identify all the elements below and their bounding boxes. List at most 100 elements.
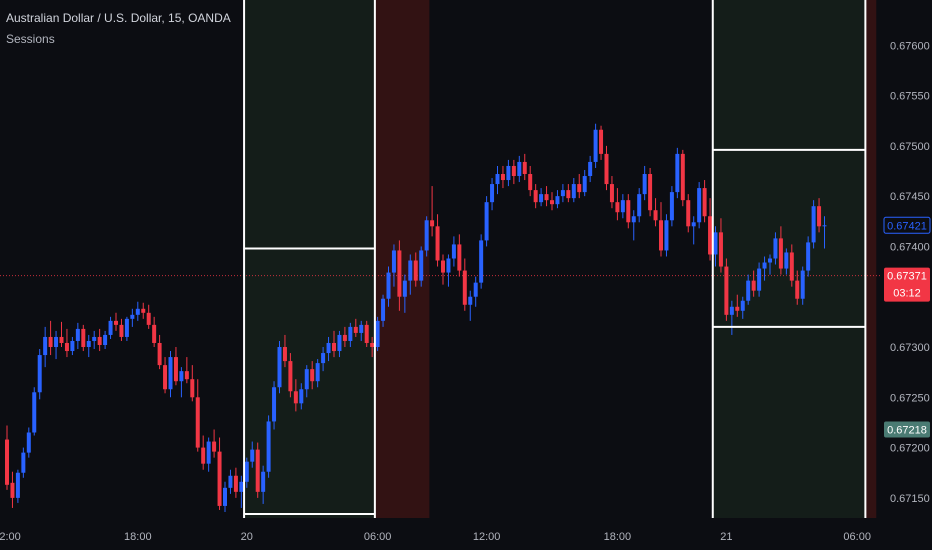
candle-body [386, 272, 391, 299]
candle-body [70, 340, 75, 352]
candle-body [152, 324, 157, 343]
candle-body [108, 320, 113, 335]
candle-body [577, 184, 582, 193]
y-tick-label: 0.67200 [890, 443, 930, 455]
candle-body [255, 449, 260, 492]
candle-body [184, 371, 189, 380]
x-tick-label: 06:00 [843, 531, 871, 543]
candle-body [326, 342, 331, 354]
candle-body [201, 447, 206, 464]
marker-price-label-bg [884, 421, 930, 438]
x-tick-label: 20 [241, 531, 253, 543]
candle-body [146, 312, 151, 325]
candle-body [773, 238, 778, 259]
candle-body [648, 174, 653, 211]
candle-body [272, 387, 277, 422]
y-tick-label: 0.67450 [890, 191, 930, 203]
candle-body [64, 342, 69, 352]
candle-body [54, 336, 59, 348]
marker-price-label-text: 0.67218 [887, 424, 927, 436]
candle-body [795, 280, 800, 299]
candle-body [620, 200, 625, 213]
candle-body [370, 342, 375, 348]
candle-body [430, 220, 435, 227]
candle-body [157, 342, 162, 366]
candle-body [566, 190, 571, 199]
candle-body [321, 353, 326, 364]
session-lines-layer [243, 0, 867, 518]
candle-body [446, 258, 451, 273]
candle-body [266, 421, 271, 472]
candle-body [21, 452, 26, 473]
candle-body [642, 174, 647, 195]
candle-body [784, 252, 789, 269]
last-price-label-countdown: 03:12 [893, 288, 921, 300]
candle-body [195, 397, 200, 448]
candle-body [332, 342, 336, 352]
candle-body [468, 296, 473, 305]
last-price-label: 0.67371 03:12 [884, 267, 930, 302]
candle-body [539, 194, 544, 203]
time-axis: 12:00 18:00 20 06:00 12:00 18:00 21 06:00 [0, 531, 871, 543]
candle-body [228, 475, 233, 488]
candle-body [212, 441, 217, 452]
candles-layer [5, 123, 827, 512]
candle-body [729, 306, 734, 315]
candle-body [751, 280, 756, 291]
candle-body [511, 165, 516, 177]
candle-body [713, 232, 718, 255]
candle-body [424, 220, 429, 251]
candle-body [173, 357, 178, 382]
candle-body [304, 369, 309, 390]
candle-body [381, 298, 386, 321]
candle-body [26, 432, 31, 453]
candle-body [250, 449, 255, 462]
candle-body [555, 196, 560, 205]
candle-body [746, 280, 751, 301]
candle-body [495, 174, 500, 185]
indicator-label[interactable]: Sessions [6, 32, 55, 46]
candle-body [310, 369, 315, 382]
candle-body [686, 200, 691, 227]
candle-body [789, 252, 794, 281]
candle-body [669, 192, 674, 221]
candle-body [15, 472, 20, 498]
session-background [712, 0, 866, 518]
candle-body [800, 270, 805, 299]
prev-price-label: 0.67421 [883, 216, 931, 234]
candle-body [135, 308, 140, 315]
candle-body [32, 392, 37, 433]
candle-body [817, 206, 822, 227]
chart-title: Australian Dollar / U.S. Dollar, 15, OAN… [6, 11, 231, 25]
candle-body [277, 347, 282, 388]
candle-body [517, 161, 522, 177]
candle-body [653, 210, 658, 221]
last-price-label-text: 0.67371 [887, 271, 927, 283]
candle-body [364, 324, 369, 343]
candle-body [282, 347, 287, 362]
prev-price-label-text: 0.67421 [887, 220, 927, 232]
candle-body [293, 391, 298, 404]
candle-body [522, 161, 527, 175]
candle-body [631, 216, 636, 223]
x-tick-label: 06:00 [364, 531, 392, 543]
candle-body [5, 439, 9, 485]
x-tick-label: 18:00 [124, 531, 152, 543]
candle-body [675, 153, 680, 193]
candle-body [451, 244, 456, 259]
candle-body [811, 206, 816, 243]
candle-body [435, 226, 440, 261]
candle-body [822, 225, 827, 227]
session-background-layer [0, 0, 882, 518]
candle-body [664, 220, 669, 251]
candle-body [103, 334, 108, 345]
prev-price-label-bg [883, 216, 931, 234]
candle-body [768, 258, 772, 263]
candle-body [402, 280, 407, 297]
candle-body [691, 222, 696, 227]
candle-body [119, 324, 124, 337]
y-tick-label: 0.67600 [890, 40, 930, 52]
candle-body [419, 250, 424, 281]
candle-body [48, 336, 53, 348]
